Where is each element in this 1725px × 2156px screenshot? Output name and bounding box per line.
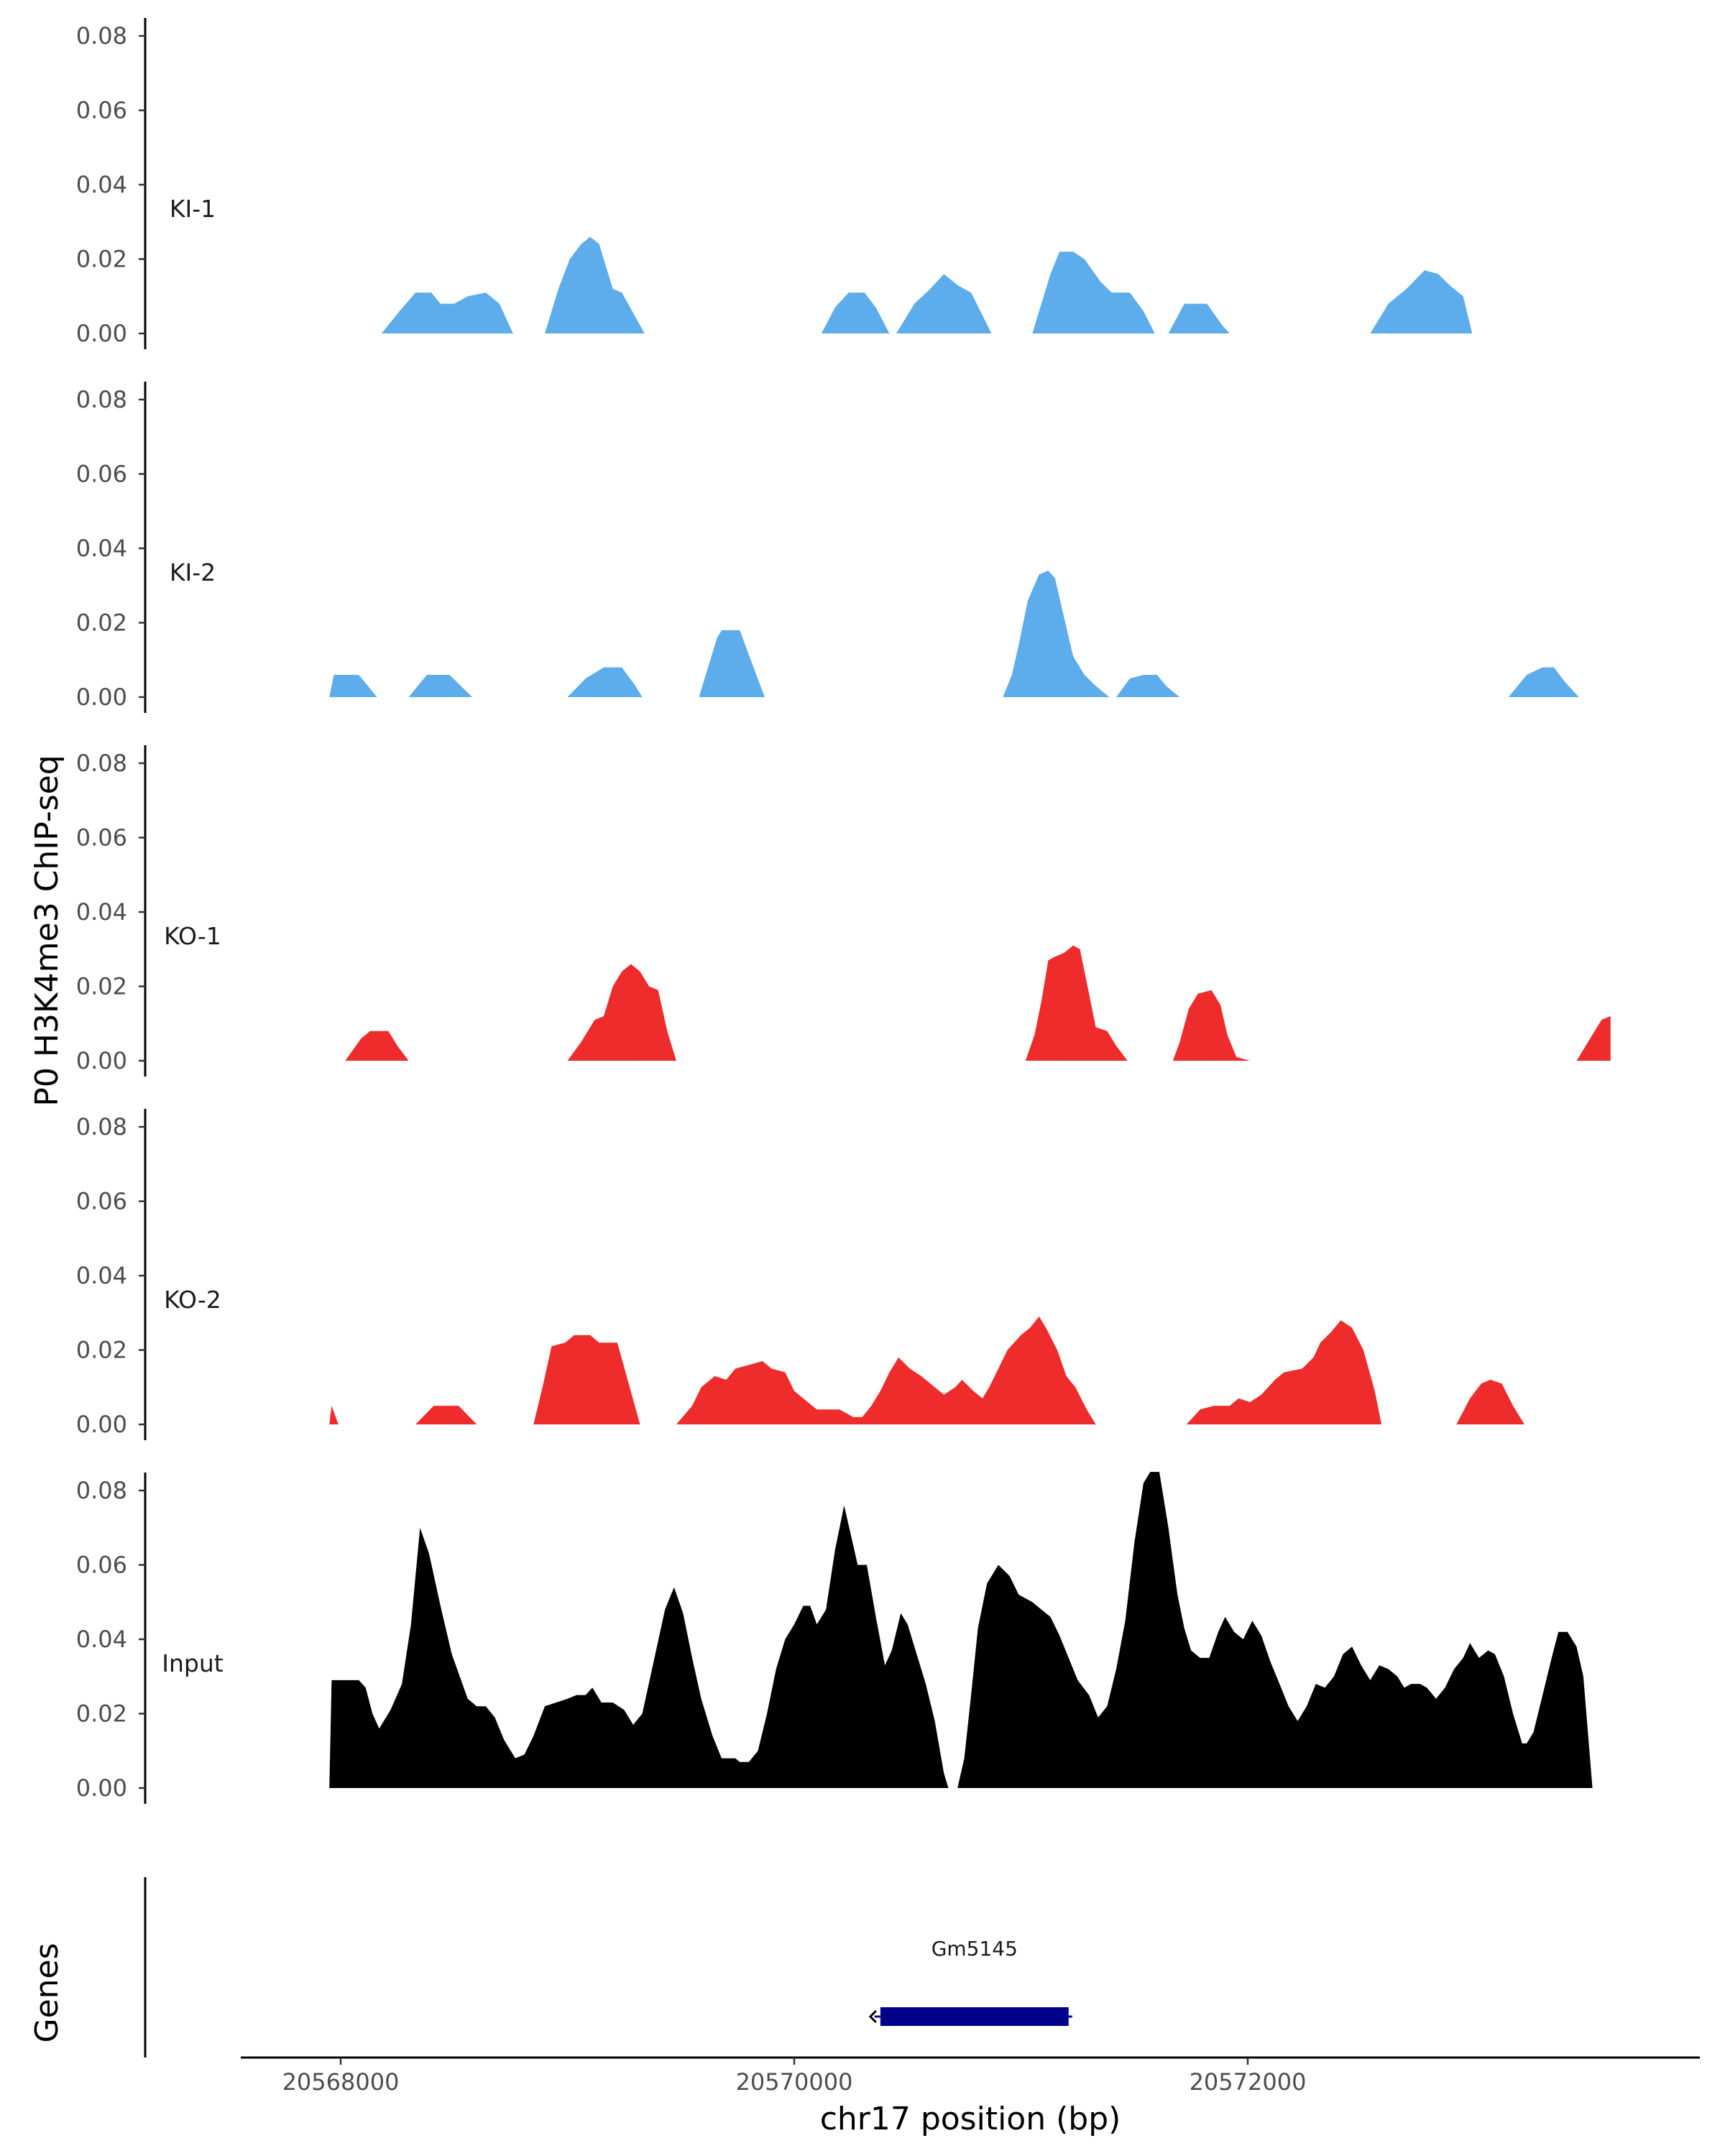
x-axis: 20568000 20570000 20572000 bbox=[241, 2056, 1700, 2096]
track-label-ki-2: KI-2 bbox=[170, 558, 216, 586]
y-tick-label: 0.08 bbox=[76, 1477, 127, 1504]
y-tick-label: 0.04 bbox=[76, 535, 127, 562]
y-tick-label: 0.04 bbox=[76, 898, 127, 926]
y-tick-label: 0.06 bbox=[76, 1552, 127, 1579]
y-tick-label: 0.02 bbox=[76, 973, 127, 1000]
y-tick-label: 0.00 bbox=[76, 1411, 127, 1438]
track-panel-ki-2: 0.00 0.02 0.04 0.06 0.08 KI-2 bbox=[76, 382, 1579, 713]
x-tick-label: 20572000 bbox=[1190, 2068, 1307, 2096]
track-panel-ko-2: 0.00 0.02 0.04 0.06 0.08 KO-2 bbox=[76, 1109, 1524, 1440]
y-tick-label: 0.02 bbox=[76, 1700, 127, 1728]
y-tick-label: 0.00 bbox=[76, 1047, 127, 1074]
x-tick-label: 20568000 bbox=[282, 2068, 400, 2096]
y-tick-label: 0.06 bbox=[76, 824, 127, 852]
track-panels: 0.00 0.02 0.04 0.06 0.08 KI-1 0.00 0.02 0.04 0.06… bbox=[76, 18, 1611, 1804]
y-axis-title: P0 H3K4me3 ChIP-seq bbox=[29, 755, 65, 1106]
gene-label: Gm5145 bbox=[932, 1937, 1018, 1961]
track-panel-ko-1: 0.00 0.02 0.04 0.06 0.08 KO-1 bbox=[76, 745, 1611, 1077]
y-tick-label: 0.08 bbox=[76, 386, 127, 413]
y-tick-label: 0.08 bbox=[76, 750, 127, 777]
y-tick-label: 0.00 bbox=[76, 1774, 127, 1802]
track-label-ko-1: KO-1 bbox=[164, 922, 221, 950]
y-tick-label: 0.00 bbox=[76, 320, 127, 347]
y-tick-label: 0.02 bbox=[76, 1337, 127, 1364]
signal-area-ki-2 bbox=[329, 571, 1579, 697]
gene-body-gm5145 bbox=[880, 2007, 1069, 2026]
y-tick-label: 0.02 bbox=[76, 246, 127, 273]
signal-area-ko-1 bbox=[345, 945, 1611, 1061]
strand-arrow-icon bbox=[868, 2009, 877, 2024]
y-tick-label: 0.08 bbox=[76, 22, 127, 50]
y-tick-label: 0.04 bbox=[76, 171, 127, 198]
y-tick-label: 0.00 bbox=[76, 683, 127, 711]
track-label-input: Input bbox=[162, 1649, 224, 1677]
y-tick-label: 0.08 bbox=[76, 1113, 127, 1141]
y-tick-label: 0.04 bbox=[76, 1626, 127, 1653]
track-panel-ki-1: 0.00 0.02 0.04 0.06 0.08 KI-1 bbox=[76, 18, 1473, 349]
signal-area-ki-1 bbox=[381, 236, 1473, 333]
y-tick-label: 0.02 bbox=[76, 609, 127, 637]
y-tick-label: 0.06 bbox=[76, 97, 127, 124]
y-tick-label: 0.06 bbox=[76, 461, 127, 488]
genes-panel-title: Genes bbox=[29, 1943, 65, 2042]
track-label-ko-2: KO-2 bbox=[164, 1286, 221, 1314]
x-tick-label: 20570000 bbox=[736, 2068, 853, 2096]
y-tick-label: 0.06 bbox=[76, 1188, 127, 1215]
signal-area-input bbox=[329, 1472, 1593, 1788]
signal-area-ko-2 bbox=[329, 1316, 1524, 1424]
x-axis-title: chr17 position (bp) bbox=[820, 2101, 1121, 2137]
genes-panel: Gm5145 bbox=[144, 1877, 1072, 2058]
track-label-ki-1: KI-1 bbox=[170, 195, 216, 223]
y-tick-label: 0.04 bbox=[76, 1262, 127, 1289]
track-panel-input: 0.00 0.02 0.04 0.06 0.08 Input bbox=[76, 1472, 1593, 1804]
